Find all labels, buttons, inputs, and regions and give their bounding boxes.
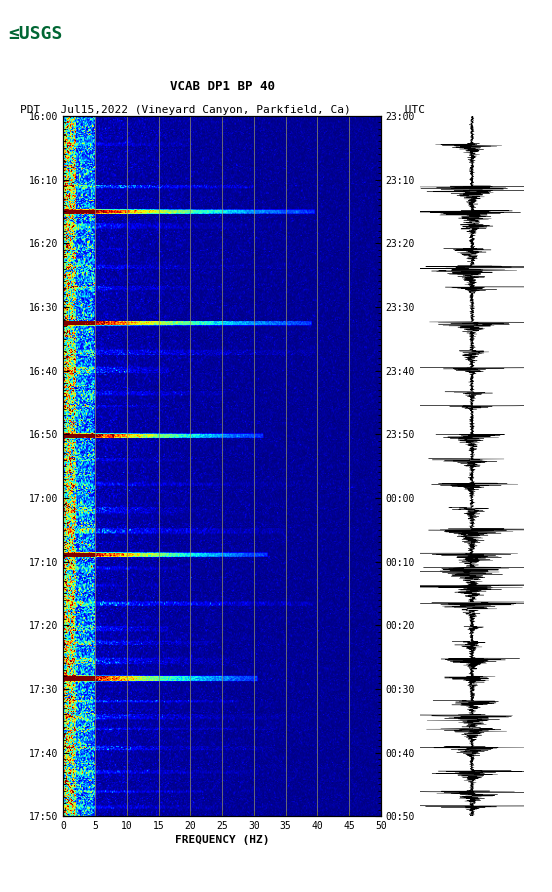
- Text: VCAB DP1 BP 40: VCAB DP1 BP 40: [169, 79, 275, 93]
- Text: PDT   Jul15,2022 (Vineyard Canyon, Parkfield, Ca)        UTC: PDT Jul15,2022 (Vineyard Canyon, Parkfie…: [20, 105, 424, 115]
- Text: ≤USGS: ≤USGS: [8, 25, 63, 43]
- X-axis label: FREQUENCY (HZ): FREQUENCY (HZ): [175, 835, 269, 846]
